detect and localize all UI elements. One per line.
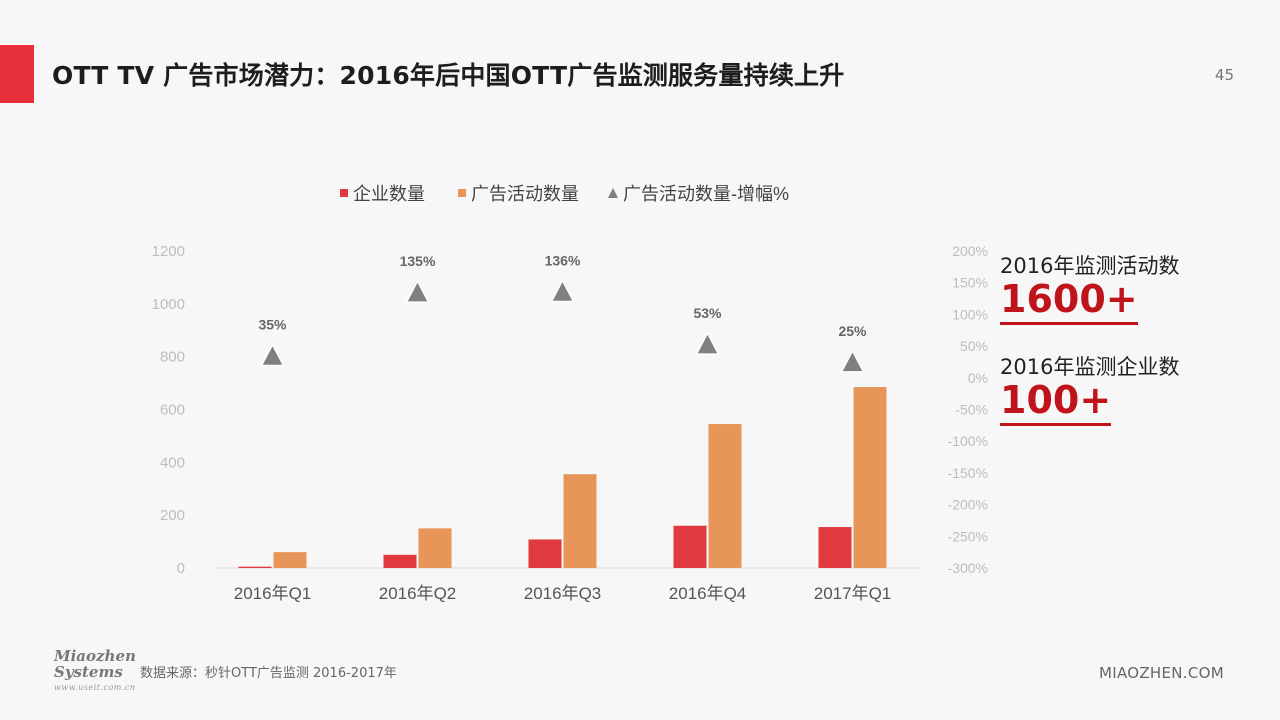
bar-campaigns [273, 552, 307, 568]
brand-url: MIAOZHEN.COM [1098, 664, 1224, 682]
stat-companies: 2016年监测企业数 100+ [1000, 351, 1240, 426]
growth-marker [550, 278, 575, 303]
growth-marker [405, 279, 430, 303]
logo-url: www.useit.com.cn [54, 683, 136, 692]
y-left-tick-label: 400 [160, 454, 185, 471]
logo-line-1: Miaozhen [54, 647, 136, 665]
bar-campaigns [853, 387, 887, 568]
growth-marker [840, 349, 865, 373]
stat-companies-label: 2016年监测企业数 [1000, 354, 1180, 379]
y-right-tick-label: -50% [955, 402, 988, 418]
y-right-tick-label: 200% [952, 243, 988, 259]
y-right-tick-label: 0% [968, 370, 988, 386]
legend-label-companies: 企业数量 [353, 184, 425, 204]
miaozhen-logo: Miaozhen Systems www.useit.com.cn [54, 647, 136, 696]
legend-swatch-campaigns [458, 189, 466, 197]
bar-campaigns [418, 528, 452, 568]
stat-companies-value: 100+ [1000, 380, 1112, 426]
title-accent-bar [0, 45, 34, 103]
stat-activities-value: 1600+ [1000, 279, 1138, 325]
page-number: 45 [1214, 66, 1234, 84]
page-title: OTT TV 广告市场潜力：2016年后中国OTT广告监测服务量持续上升 [52, 61, 845, 90]
x-tick-label: 2017年Q1 [814, 584, 892, 603]
y-right-tick-label: 50% [960, 338, 988, 354]
y-right-tick-label: -150% [948, 465, 988, 481]
legend-swatch-growth [608, 188, 618, 198]
legend-label-growth: 广告活动数量-增幅% [623, 184, 789, 204]
x-tick-label: 2016年Q1 [234, 584, 312, 603]
x-tick-label: 2016年Q3 [524, 584, 602, 603]
bar-campaigns [563, 474, 597, 568]
logo-line-2: Systems [54, 663, 123, 681]
legend-label-campaigns: 广告活动数量 [471, 184, 579, 204]
growth-data-label: 136% [545, 253, 581, 269]
stats-panel: 2016年监测活动数 1600+ 2016年监测企业数 100+ [1000, 250, 1240, 452]
y-right-tick-label: -200% [948, 497, 988, 513]
bar-companies [818, 527, 852, 568]
y-right-tick-label: 150% [952, 275, 988, 291]
y-left-tick-label: 1000 [152, 296, 185, 313]
y-left-tick-label: 0 [177, 560, 185, 577]
y-right-tick-label: -250% [948, 528, 988, 544]
growth-data-label: 135% [400, 253, 436, 269]
y-right-tick-label: -300% [948, 560, 988, 576]
stat-activities: 2016年监测活动数 1600+ [1000, 250, 1240, 325]
x-tick-label: 2016年Q2 [379, 584, 457, 603]
y-left-tick-label: 200 [160, 507, 185, 524]
growth-marker [260, 342, 285, 367]
bar-companies [673, 525, 707, 568]
growth-data-label: 35% [258, 317, 287, 333]
y-right-tick-label: -100% [948, 433, 988, 449]
y-left-tick-label: 1200 [152, 243, 185, 260]
legend-swatch-companies [340, 189, 348, 197]
bar-companies [528, 539, 562, 568]
growth-data-label: 53% [693, 305, 722, 321]
y-left-tick-label: 600 [160, 402, 185, 419]
bar-companies [238, 566, 272, 568]
bar-companies [383, 554, 417, 568]
bar-campaigns [708, 424, 742, 568]
x-tick-label: 2016年Q4 [669, 584, 747, 603]
stat-activities-label: 2016年监测活动数 [1000, 254, 1180, 278]
data-source-note: 数据来源：秒针OTT广告监测 2016-2017年 [140, 666, 397, 681]
growth-marker [695, 331, 720, 355]
growth-data-label: 25% [838, 323, 867, 339]
y-right-tick-label: 100% [952, 306, 988, 322]
y-left-tick-label: 800 [160, 349, 185, 366]
